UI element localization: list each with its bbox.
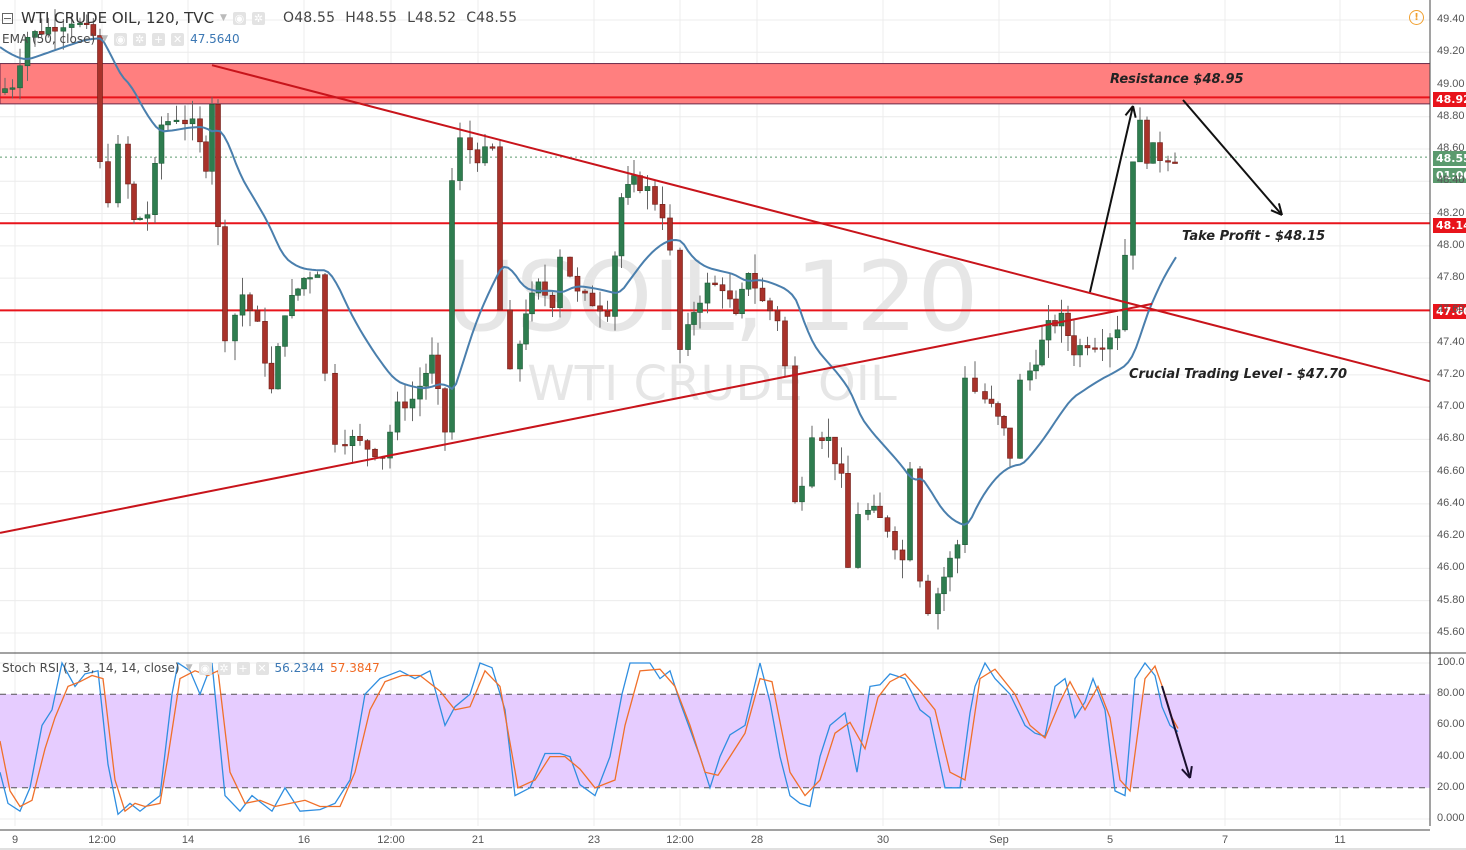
stoch-tick-label: 100.0 [1437, 656, 1465, 668]
take-profit-price-tag: 48.14 [1433, 218, 1466, 233]
price-tick-label: 46.00 [1437, 561, 1465, 574]
take-profit-annotation[interactable]: Take Profit - $48.15 [1182, 229, 1326, 244]
price-tick-label: 46.80 [1437, 432, 1465, 445]
stoch-tick-label: 40.00 [1437, 749, 1465, 762]
symbol-title[interactable]: WTI CRUDE OIL, 120, TVC [21, 9, 215, 27]
time-tick-label: 5 [1106, 834, 1114, 846]
close-icon[interactable]: ✕ [255, 661, 269, 675]
price-tick-label: 47.60 [1437, 303, 1465, 316]
stoch-k-value: 56.2344 [274, 661, 325, 675]
stoch-d-value: 57.3847 [330, 661, 380, 675]
price-tick-label: 47.20 [1437, 367, 1465, 380]
annotation-arrows[interactable] [1089, 99, 1283, 293]
grid-lines [0, 0, 1430, 826]
chevron-down-icon[interactable]: ▼ [185, 663, 193, 673]
svg-text:WTI CRUDE OIL: WTI CRUDE OIL [527, 356, 897, 412]
eye-icon[interactable]: ◉ [232, 11, 246, 25]
gear-icon[interactable]: ✲ [251, 11, 265, 25]
time-tick-label: 23 [587, 834, 601, 846]
plus-icon[interactable]: + [152, 32, 166, 46]
time-tick-label: Sep [989, 834, 1009, 846]
price-tick-label: 47.80 [1437, 271, 1465, 284]
price-tick-label: 45.60 [1437, 625, 1465, 638]
ema-line [0, 37, 1177, 526]
time-tick-label: 9 [11, 834, 19, 846]
chevron-down-icon[interactable]: ▼ [220, 13, 227, 23]
plus-icon[interactable]: + [236, 661, 250, 675]
time-tick-label: 12:00 [666, 834, 694, 846]
time-tick-label: 12:00 [88, 834, 116, 846]
stoch-tick-label: 60.00 [1437, 718, 1465, 731]
price-tick-label: 47.40 [1437, 335, 1465, 348]
close-icon[interactable]: ✕ [171, 32, 185, 46]
price-tick-label: 46.60 [1437, 464, 1465, 477]
alert-icon[interactable]: ! [1409, 10, 1424, 25]
stoch-legend: Stoch RSI (3, 3, 14, 14, close) ▼ ◉ ✲ + … [2, 661, 380, 675]
ema-value: 47.5640 [190, 32, 240, 46]
crucial-level-annotation[interactable]: Crucial Trading Level - $47.70 [1129, 367, 1348, 382]
price-tick-label: 48.40 [1437, 174, 1465, 187]
chevron-down-icon[interactable]: ▼ [101, 34, 109, 44]
stoch-rsi-pane [0, 652, 1466, 816]
resistance-annotation[interactable]: Resistance $48.95 [1110, 72, 1244, 87]
high-value: H48.55 [345, 10, 398, 26]
candlestick-series [2, 9, 1178, 630]
time-tick-label: 30 [876, 834, 890, 846]
open-value: O48.55 [282, 10, 336, 26]
eye-icon[interactable]: ◉ [114, 32, 128, 46]
price-tick-label: 49.20 [1437, 45, 1465, 58]
bar-countdown-tag: 01:00: [1433, 168, 1466, 183]
ema-legend: EMA (50, close) ▼ ◉ ✲ + ✕ 47.5640 [2, 32, 240, 46]
trendlines[interactable] [0, 64, 1431, 534]
price-tick-label: 48.60 [1437, 142, 1465, 155]
crucial-price-tag: 47.60 [1433, 304, 1466, 319]
gear-icon[interactable]: ✲ [217, 661, 231, 675]
ema-label[interactable]: EMA (50, close) [2, 32, 96, 46]
stoch-tick-label: 80.00 [1437, 687, 1465, 700]
price-tick-label: 49.40 [1437, 13, 1465, 25]
stoch-label[interactable]: Stoch RSI (3, 3, 14, 14, close) [2, 661, 180, 675]
close-value: C48.55 [466, 10, 518, 26]
price-tick-label: 49.00 [1437, 77, 1465, 90]
price-tick-label: 48.00 [1437, 238, 1465, 251]
collapse-icon[interactable] [2, 12, 13, 24]
horizontal-levels[interactable] [0, 96, 1430, 312]
time-tick-label: 12:00 [377, 834, 405, 846]
price-tick-label: 47.00 [1437, 400, 1465, 413]
price-tick-label: 46.20 [1437, 529, 1465, 542]
time-tick-label: 28 [750, 834, 764, 846]
low-value: L48.52 [407, 10, 457, 26]
price-tick-label: 48.80 [1437, 109, 1465, 122]
last-price-tag: 48.55 [1433, 151, 1466, 166]
time-tick-label: 16 [297, 834, 311, 846]
stoch-tick-label: 0.000 [1437, 812, 1465, 824]
time-tick-label: 21 [471, 834, 485, 846]
stoch-tick-label: 20.00 [1437, 780, 1465, 793]
main-legend: WTI CRUDE OIL, 120, TVC ▼ ◉ ✲ O48.55 H48… [2, 9, 517, 27]
price-tick-label: 46.40 [1437, 496, 1465, 509]
time-tick-label: 11 [1334, 834, 1346, 846]
price-tick-label: 48.20 [1437, 206, 1465, 219]
time-tick-label: 14 [181, 834, 195, 846]
time-tick-label: 7 [1221, 834, 1229, 846]
price-tick-label: 45.80 [1437, 593, 1465, 606]
eye-icon[interactable]: ◉ [198, 661, 212, 675]
gear-icon[interactable]: ✲ [133, 32, 147, 46]
resistance-price-tag: 48.92 [1433, 92, 1466, 107]
